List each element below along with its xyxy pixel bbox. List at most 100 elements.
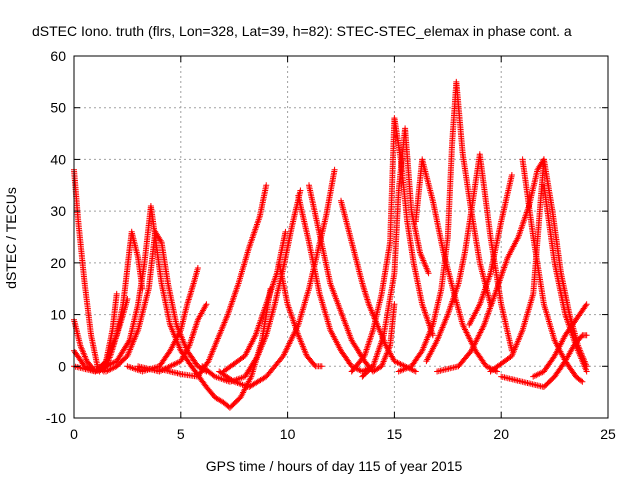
data-point (203, 301, 210, 308)
series-segment (263, 271, 280, 308)
series-segment (508, 328, 525, 359)
series-segment (295, 287, 312, 328)
series-segment (113, 303, 126, 339)
series-segment (530, 234, 547, 306)
series-segment (254, 333, 269, 359)
data-point (429, 332, 436, 339)
series-segment (216, 313, 231, 339)
series-segment (71, 316, 83, 347)
series-segment (75, 218, 88, 285)
x-tick-label: 10 (280, 426, 296, 442)
series-segment (551, 333, 568, 359)
series-segment (429, 287, 444, 328)
series-segment (444, 282, 461, 318)
chart-title: dSTEC Iono. truth (flrs, Lon=328, Lat=39… (32, 23, 572, 39)
series-segment (199, 363, 217, 379)
series-segment (338, 197, 355, 244)
y-tick-label: 50 (50, 100, 66, 116)
series-segment (573, 302, 589, 323)
series-28 (540, 182, 590, 375)
series-segment (380, 272, 398, 339)
series-segment (241, 354, 260, 380)
series-segment (241, 333, 258, 359)
series-segment (382, 342, 397, 363)
series-segment (455, 349, 474, 370)
series-segment (126, 303, 141, 344)
series-segment (235, 246, 252, 287)
series-segment (276, 259, 291, 306)
data-point (583, 301, 590, 308)
series-segment (487, 354, 514, 375)
series-segment (429, 197, 447, 254)
series-segment (487, 220, 504, 277)
series-segment (135, 261, 148, 308)
series-segment (472, 347, 489, 368)
series-segment (395, 363, 413, 375)
series-segment (540, 374, 557, 390)
y-tick-label: 0 (58, 358, 66, 374)
series-4 (71, 203, 195, 375)
series-segment (498, 373, 524, 385)
series-segment (348, 239, 365, 285)
series-segment (81, 280, 94, 337)
series-segment (220, 354, 247, 375)
series-segment (361, 328, 376, 359)
series-segment (306, 239, 323, 296)
series-segment (212, 373, 232, 385)
series-segment (188, 363, 209, 389)
series-segment (434, 313, 451, 344)
series-segment (338, 347, 354, 368)
series-segment (156, 365, 183, 377)
series-segment (440, 249, 457, 296)
series-19 (395, 78, 494, 375)
series-segment (190, 266, 201, 287)
series-segment (246, 214, 263, 251)
x-tick-label: 25 (600, 426, 616, 442)
series-segment (481, 287, 500, 328)
data-point (425, 270, 432, 277)
series-segment (573, 373, 585, 384)
series-22 (434, 156, 547, 375)
series-segment (152, 228, 164, 244)
y-tick-label: 30 (50, 203, 66, 219)
series-segment (231, 378, 251, 390)
series-segment (316, 290, 333, 332)
series-segment (359, 364, 375, 380)
series-21 (423, 151, 515, 365)
series-segment (519, 156, 536, 239)
series-segment (391, 189, 402, 277)
x-tick-label: 20 (493, 426, 509, 442)
data-point (331, 166, 338, 173)
series-segment (124, 328, 141, 359)
x-tick-label: 15 (387, 426, 403, 442)
series-segment (359, 280, 372, 306)
series-segment (468, 323, 487, 354)
series-segment (177, 371, 200, 380)
series-segment (224, 282, 241, 318)
series-segment (103, 364, 119, 375)
series-segment (306, 182, 333, 285)
series-segment (194, 302, 209, 323)
series-segment (135, 287, 152, 334)
series-segment (92, 358, 119, 375)
series-8 (156, 182, 270, 380)
data-point (583, 368, 590, 375)
series-segment (540, 182, 558, 265)
series-segment (88, 332, 101, 368)
series-12 (220, 228, 289, 375)
series-segment (113, 338, 132, 365)
series-segment (186, 318, 201, 349)
series-segment (549, 208, 564, 275)
series-segment (551, 359, 568, 380)
series-segment (165, 280, 180, 327)
series-23 (466, 171, 515, 328)
data-point (391, 301, 398, 308)
series-segment (387, 116, 398, 246)
series-segment (551, 259, 568, 316)
series-17 (348, 115, 436, 375)
series-segment (562, 344, 576, 365)
series-segment (145, 230, 158, 292)
series-segment (378, 240, 393, 297)
data-point (297, 187, 304, 194)
y-tick-label: -10 (46, 410, 66, 426)
